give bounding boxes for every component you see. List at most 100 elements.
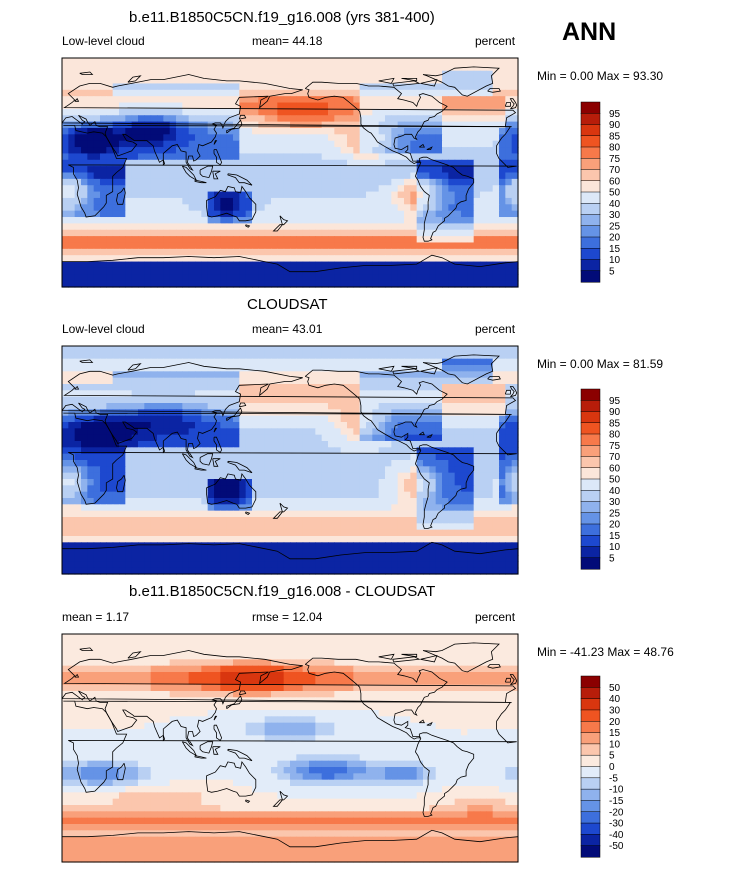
panel1-cell [467, 261, 475, 269]
panel1-cell [112, 70, 120, 78]
panel2-cell [245, 422, 253, 429]
panel1-cell [144, 102, 152, 110]
panel2-cell [435, 415, 443, 423]
panel1-cell [347, 210, 354, 218]
panel1-cell [321, 115, 329, 123]
panel2-cell [112, 384, 120, 391]
panel1-cell [176, 204, 183, 212]
panel1-cell [157, 108, 164, 116]
panel1-cell [258, 197, 266, 205]
panel1-cell [290, 172, 297, 180]
panel1-cell [315, 242, 323, 250]
panel2-cell [448, 472, 456, 480]
panel2-cell [372, 529, 380, 537]
panel2-cell [233, 441, 240, 448]
panel2-cell [169, 409, 177, 417]
panel1-cell [157, 178, 164, 186]
panel1-cell [214, 261, 221, 269]
panel2-cell [397, 491, 405, 499]
panel2-cell [220, 371, 228, 379]
panel2-cell [195, 403, 202, 410]
panel2-cell [334, 504, 342, 512]
panel2-cell [410, 428, 418, 436]
panel1-cell [309, 83, 316, 91]
panel1-cell [157, 153, 164, 161]
panel2-cell [429, 498, 437, 505]
panel2-cell [68, 415, 76, 423]
panel1-cell [302, 77, 310, 85]
panel2-cell [157, 453, 164, 461]
panel1-cell [125, 261, 133, 269]
panel2-cell [397, 529, 405, 537]
panel2-cell [245, 491, 253, 499]
panel1-cell [448, 248, 456, 256]
panel1-cell [195, 280, 202, 288]
panel1-cell [258, 210, 266, 218]
panel1-cell [347, 185, 354, 193]
panel1-cell [239, 185, 247, 193]
panel1-cell [207, 223, 215, 231]
panel2-cell [68, 447, 76, 455]
panel1-cell [372, 159, 380, 167]
panel2-cell [131, 441, 139, 448]
panel1-cell [68, 267, 76, 275]
panel2-cell [410, 510, 418, 518]
panel1-cell [74, 89, 82, 97]
panel2-cell [100, 384, 107, 391]
panel1-cell [321, 210, 329, 218]
panel1-cell [271, 140, 278, 148]
panel2-cell [195, 536, 202, 543]
panel2-cell [448, 365, 456, 372]
panel1-cell [340, 70, 348, 78]
panel1-cell [467, 204, 475, 212]
panel2-cell [492, 498, 500, 505]
panel2-cell [442, 523, 449, 531]
panel2-cell [473, 447, 481, 455]
panel1-cell [499, 140, 506, 148]
panel1-cell [366, 121, 373, 129]
panel2-cell [486, 384, 494, 391]
panel2-cell [176, 472, 183, 480]
panel2-cell [119, 390, 126, 398]
panel2-cell [429, 536, 437, 543]
panel1-cell [385, 77, 392, 85]
panel2-cell [499, 428, 506, 436]
panel2-cell [499, 415, 506, 423]
panel1-cell [391, 108, 399, 116]
panel1-cell [81, 140, 88, 148]
panel2-cell [480, 434, 487, 442]
panel1-cell [182, 274, 190, 282]
panel2-cell [397, 460, 405, 467]
panel2-cell [429, 504, 437, 512]
panel2-cell [385, 536, 392, 543]
panel2-cell [106, 434, 114, 442]
panel2-cell [391, 504, 399, 512]
panel2-cell [315, 479, 323, 486]
panel2-cell [252, 441, 259, 448]
panel1-cell [429, 64, 437, 72]
panel1-cell [492, 223, 500, 231]
panel2-cell [87, 390, 95, 398]
panel1-cell [404, 261, 411, 269]
panel2-cell [347, 428, 354, 436]
panel1-cell [511, 223, 519, 231]
panel2-cell [296, 384, 304, 391]
panel1-cell [138, 267, 145, 275]
panel1-cell [277, 77, 285, 85]
panel2-cell [296, 491, 304, 499]
panel1-cell [100, 96, 107, 104]
panel1-cell [454, 197, 462, 205]
panel1-cell [150, 223, 158, 231]
panel2-cell [150, 371, 158, 379]
panel2-cell [309, 485, 316, 493]
panel1-cell [176, 223, 183, 231]
panel1-cell [100, 229, 107, 237]
panel1-cell [271, 217, 278, 224]
panel2-cell [112, 466, 120, 474]
panel1-cell [119, 242, 126, 250]
panel1-cell [125, 223, 133, 231]
panel1-cell [131, 255, 139, 263]
panel2-cell [366, 377, 373, 385]
panel1-cell [163, 229, 171, 237]
panel1-cell [404, 197, 411, 205]
